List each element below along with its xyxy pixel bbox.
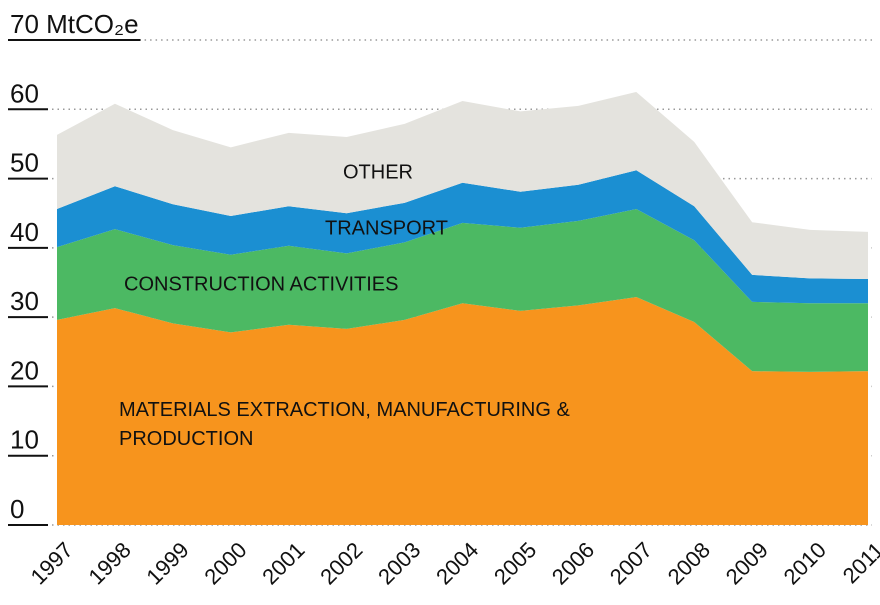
series-label: TRANSPORT xyxy=(325,217,448,239)
x-tick-label: 2011 xyxy=(838,537,880,588)
y-tick-label: 0 xyxy=(10,494,24,524)
series-label: MATERIALS EXTRACTION, MANUFACTURING & PR… xyxy=(119,399,570,450)
x-tick-label: 1998 xyxy=(83,537,135,589)
ticks: 0 10 20 30 40 50 60 70 MtCO₂e xyxy=(8,9,141,526)
area xyxy=(57,209,868,372)
x-tick-label: 2003 xyxy=(373,537,425,589)
x-tick-label: 2009 xyxy=(721,537,773,589)
y-tick-label: 70 MtCO₂e xyxy=(10,9,139,39)
y-tick-label: 50 xyxy=(10,148,39,178)
y-tick-label: 40 xyxy=(10,217,39,247)
area xyxy=(57,91,868,280)
y-tick-label: 30 xyxy=(10,286,39,316)
y-tick-label: 20 xyxy=(10,355,39,385)
x-tick-label: 2000 xyxy=(199,537,251,589)
x-tick-label: 2010 xyxy=(779,537,831,589)
y-tick-label: 10 xyxy=(10,425,39,455)
area xyxy=(57,170,868,304)
x-tick-label: 2005 xyxy=(489,537,541,589)
x-tick-label: 2008 xyxy=(663,537,715,589)
x-tick-label: 2007 xyxy=(605,537,657,589)
x-tick-label: 2002 xyxy=(315,537,367,589)
x-tick-label: 1997 xyxy=(26,537,78,589)
y-tick-label: 60 xyxy=(10,78,39,108)
areas xyxy=(57,91,868,525)
x-tick-label: 2004 xyxy=(431,537,483,589)
series-label-text: MATERIALS EXTRACTION, MANUFACTURING & PR… xyxy=(119,399,570,450)
series-label: OTHER xyxy=(343,161,413,183)
x-tick-label: 2001 xyxy=(257,537,309,589)
area xyxy=(57,297,868,525)
x-tick-label: 2006 xyxy=(547,537,599,589)
series-label: CONSTRUCTION ACTIVITIES xyxy=(124,273,398,295)
x-tick-label: 1999 xyxy=(141,537,193,589)
